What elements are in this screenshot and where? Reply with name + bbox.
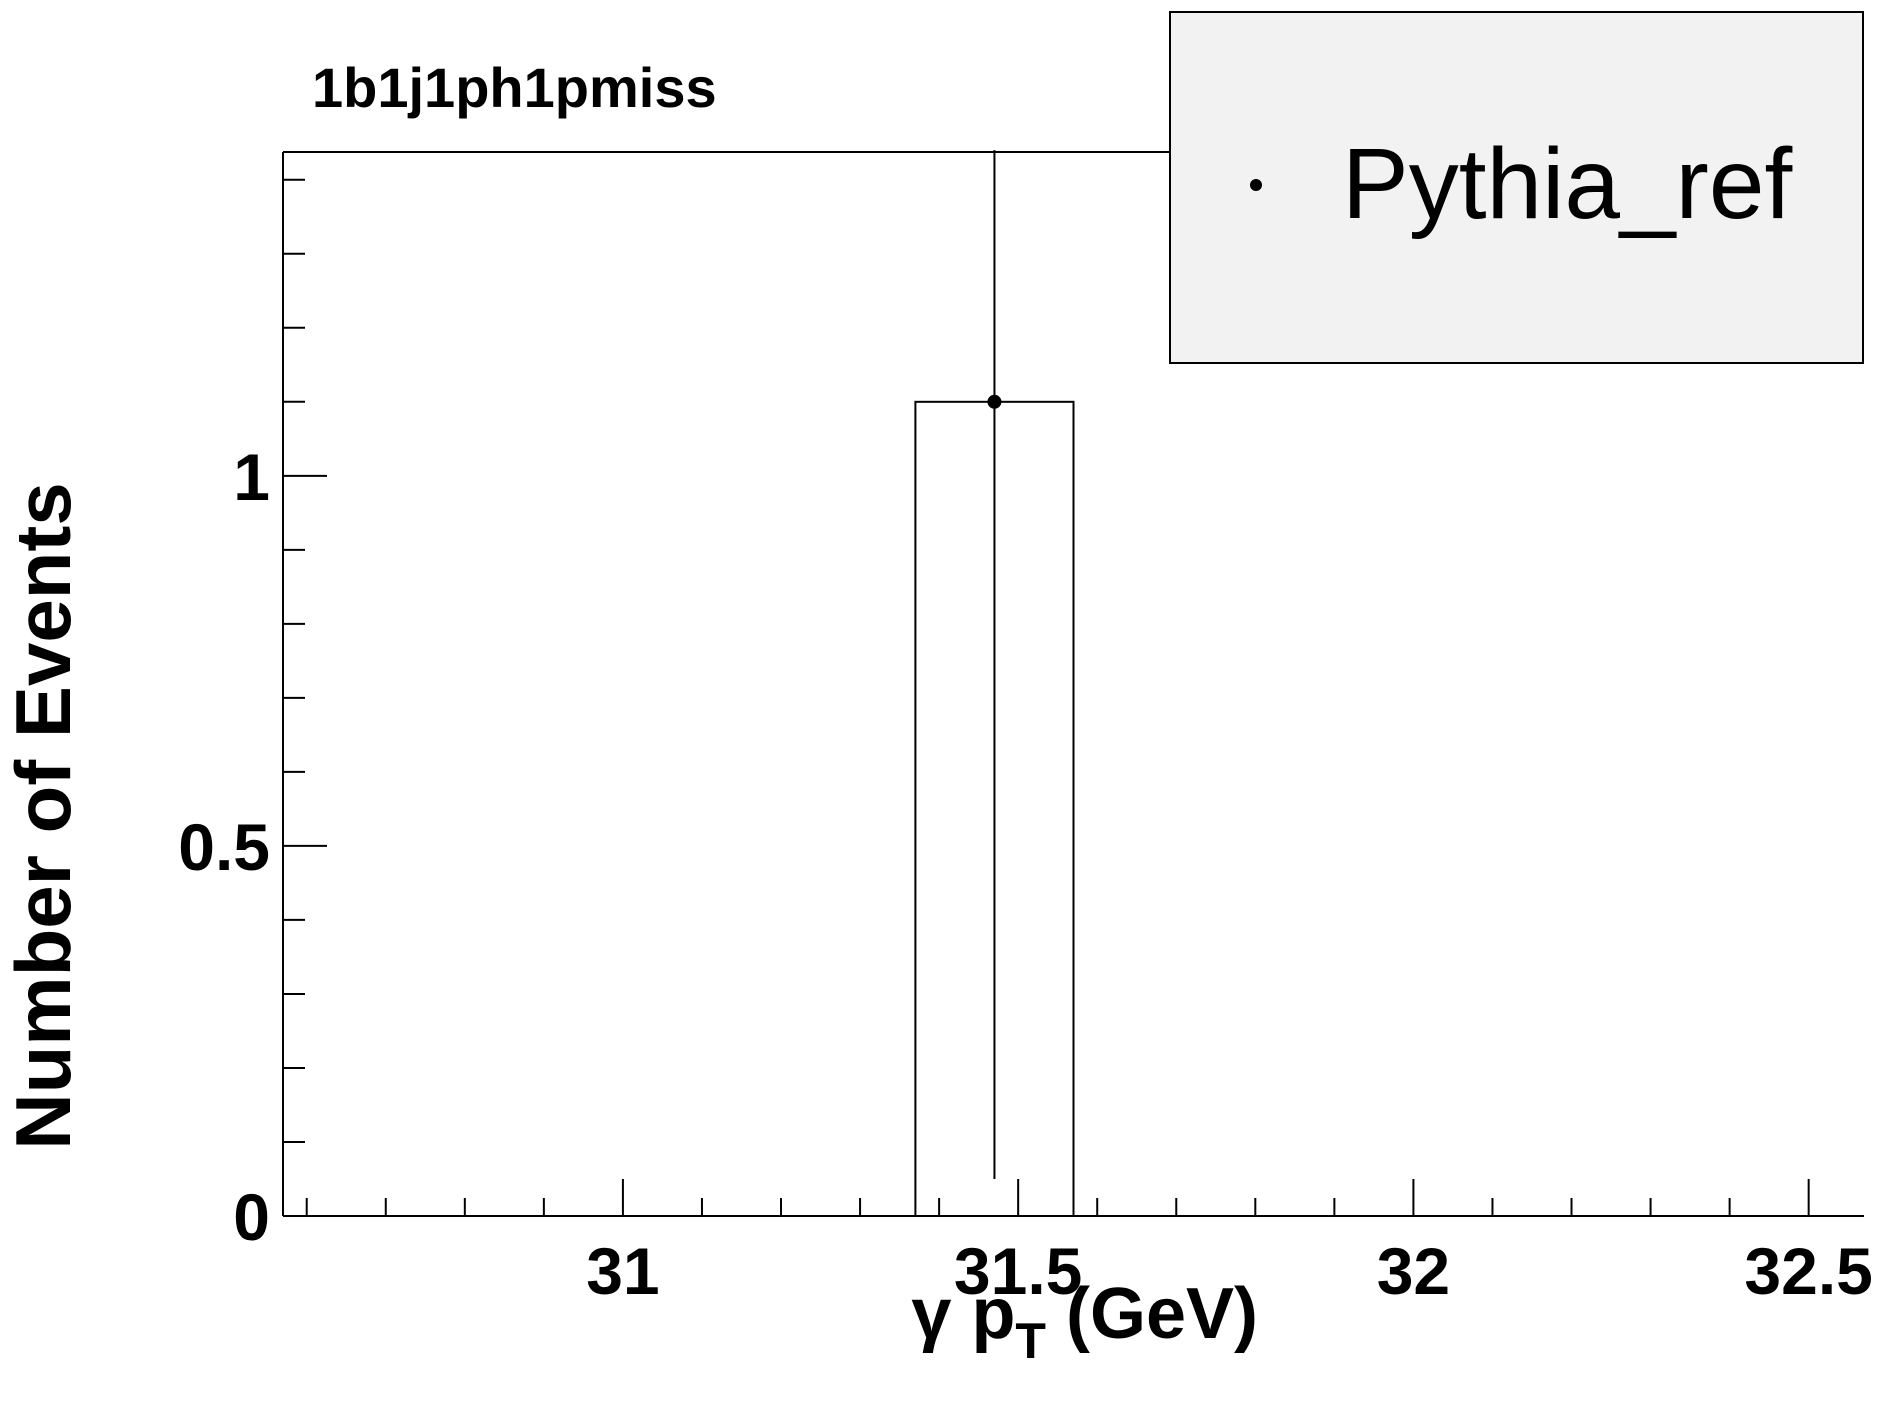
- y-tick-label: 0.5: [178, 810, 270, 884]
- x-axis-ticks: 31 31.5 32 32.5: [305, 1179, 1873, 1308]
- legend: Pythia_ref: [1169, 11, 1864, 364]
- legend-entry-label: Pythia_ref: [1342, 128, 1792, 240]
- chart-title: 1b1j1ph1pmiss: [312, 56, 717, 119]
- data-points: [987, 150, 1002, 1179]
- x-axis-label-main: γ p: [911, 1274, 1015, 1354]
- x-tick-label: 32.5: [1744, 1234, 1872, 1308]
- y-tick-label: 1: [233, 440, 270, 514]
- x-axis-label-unit: (GeV): [1046, 1274, 1258, 1354]
- y-axis-ticks: 00.51: [178, 178, 327, 1254]
- x-axis-label: γ pT (GeV): [911, 1274, 1258, 1369]
- legend-marker: [1250, 179, 1262, 191]
- legend-box: [1169, 11, 1864, 364]
- y-tick-label: 0: [233, 1180, 270, 1254]
- x-tick-label: 31.5: [954, 1234, 1082, 1308]
- y-axis-label: Number of Events: [0, 482, 87, 1149]
- data-point: [987, 394, 1002, 409]
- x-axis-label-subscript: T: [1015, 1313, 1046, 1369]
- x-tick-label: 31: [586, 1234, 659, 1308]
- x-tick-label: 32: [1377, 1234, 1450, 1308]
